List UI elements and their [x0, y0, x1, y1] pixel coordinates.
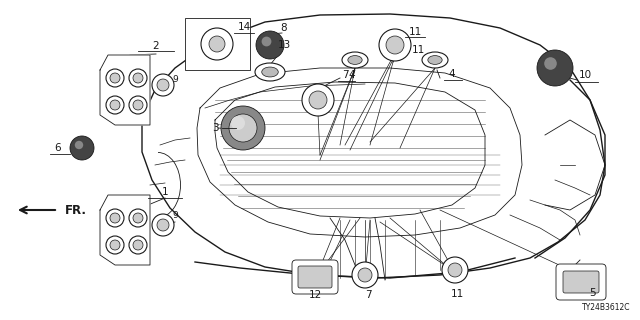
Circle shape [133, 73, 143, 83]
Circle shape [309, 91, 327, 109]
Circle shape [133, 100, 143, 110]
Circle shape [231, 116, 245, 130]
Ellipse shape [255, 63, 285, 81]
Circle shape [106, 69, 124, 87]
Circle shape [256, 31, 284, 59]
Ellipse shape [428, 56, 442, 64]
Text: 14: 14 [237, 22, 251, 32]
Circle shape [106, 209, 124, 227]
FancyBboxPatch shape [298, 266, 332, 288]
Circle shape [209, 36, 225, 52]
Circle shape [352, 262, 378, 288]
Circle shape [262, 36, 271, 46]
Bar [185, 18, 250, 70]
Text: 1: 1 [162, 187, 168, 197]
Text: 11: 11 [408, 27, 422, 37]
Circle shape [221, 106, 265, 150]
Circle shape [152, 214, 174, 236]
Text: 7: 7 [342, 70, 348, 80]
Circle shape [379, 29, 411, 61]
Text: 13: 13 [277, 40, 291, 50]
Text: 3: 3 [212, 123, 218, 133]
Circle shape [229, 114, 257, 142]
Circle shape [110, 240, 120, 250]
Circle shape [129, 209, 147, 227]
Text: FR.: FR. [65, 204, 87, 217]
Circle shape [106, 236, 124, 254]
Circle shape [386, 36, 404, 54]
Circle shape [129, 236, 147, 254]
Ellipse shape [342, 52, 368, 68]
Polygon shape [100, 195, 150, 265]
Text: 11: 11 [412, 45, 424, 55]
Circle shape [106, 96, 124, 114]
Ellipse shape [348, 56, 362, 64]
Circle shape [70, 136, 94, 160]
Circle shape [537, 50, 573, 86]
Circle shape [110, 73, 120, 83]
Text: 5: 5 [589, 288, 596, 298]
Circle shape [110, 213, 120, 223]
Text: 7: 7 [365, 290, 371, 300]
Circle shape [302, 84, 334, 116]
Circle shape [544, 57, 557, 70]
Text: 9: 9 [172, 211, 178, 220]
Circle shape [157, 219, 169, 231]
Text: 4: 4 [349, 70, 355, 80]
Text: TY24B3612C: TY24B3612C [582, 303, 630, 312]
Text: 4: 4 [449, 69, 455, 79]
Text: 6: 6 [54, 143, 61, 153]
FancyBboxPatch shape [563, 271, 599, 293]
Circle shape [442, 257, 468, 283]
Circle shape [110, 100, 120, 110]
Text: 9: 9 [172, 76, 178, 84]
Circle shape [201, 28, 233, 60]
Text: 10: 10 [579, 70, 591, 80]
Text: 8: 8 [281, 23, 287, 33]
Text: 12: 12 [308, 290, 322, 300]
Circle shape [157, 79, 169, 91]
Circle shape [358, 268, 372, 282]
Ellipse shape [262, 67, 278, 77]
Circle shape [129, 96, 147, 114]
Circle shape [129, 69, 147, 87]
Circle shape [152, 74, 174, 96]
Text: 11: 11 [451, 289, 463, 299]
Polygon shape [100, 55, 150, 125]
Circle shape [448, 263, 462, 277]
Circle shape [133, 213, 143, 223]
FancyBboxPatch shape [292, 260, 338, 294]
Circle shape [75, 141, 83, 149]
FancyBboxPatch shape [556, 264, 606, 300]
Text: 2: 2 [153, 41, 159, 51]
Circle shape [133, 240, 143, 250]
Ellipse shape [422, 52, 448, 68]
